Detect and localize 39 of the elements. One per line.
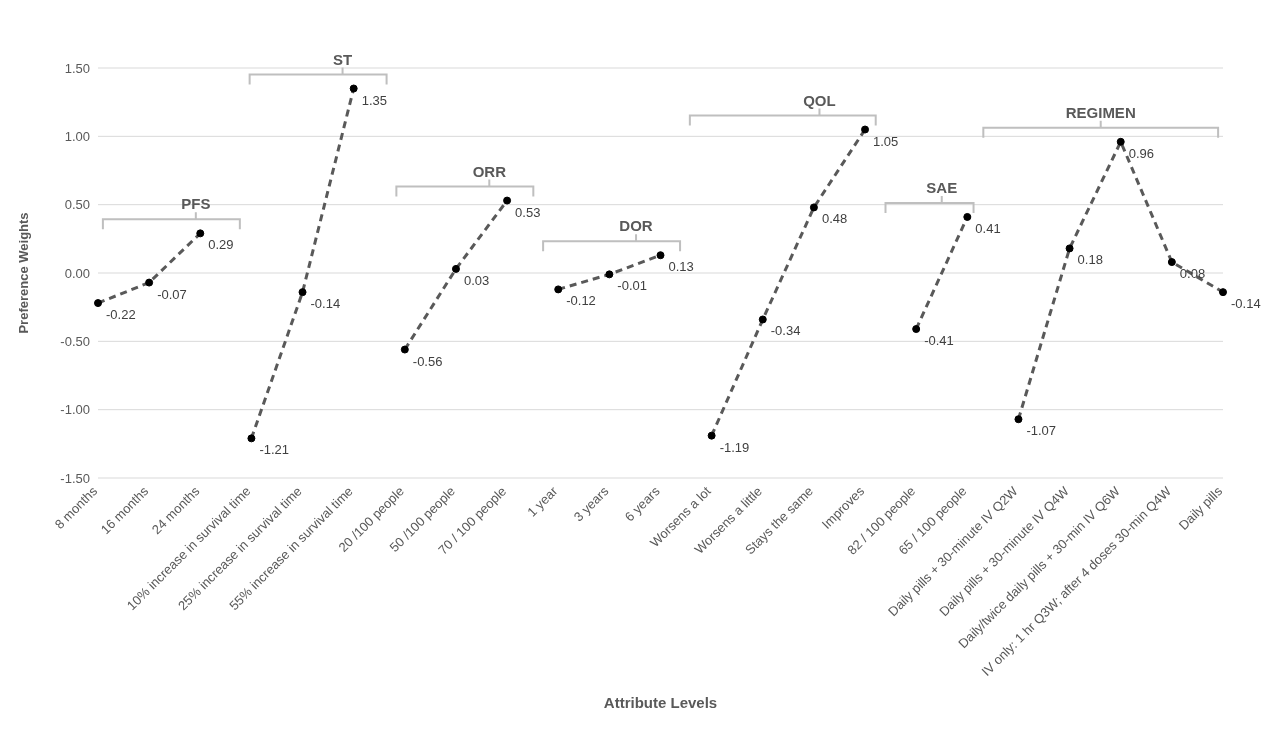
data-label: -1.07 [1026, 423, 1057, 439]
y-tick-label: -1.50 [60, 470, 90, 486]
data-label: 0.13 [668, 259, 694, 275]
data-label: 0.08 [1179, 266, 1206, 282]
data-label: -0.56 [412, 353, 443, 369]
data-label: 1.05 [873, 133, 899, 149]
data-label: -0.14 [1231, 296, 1261, 312]
data-label: -0.22 [106, 307, 136, 323]
series-label: ORR [472, 162, 507, 180]
data-label: -0.12 [566, 293, 596, 309]
series-label: ST [332, 50, 353, 68]
series-label: SAE [926, 178, 958, 196]
data-label: 0.48 [821, 211, 848, 227]
data-label: 0.96 [1128, 145, 1155, 161]
data-label: -0.14 [310, 296, 341, 312]
y-tick-label: 1.50 [64, 60, 90, 76]
x-axis-title: Attribute Levels [603, 694, 718, 711]
data-label: -0.01 [617, 278, 647, 294]
data-label: -1.21 [259, 442, 290, 458]
data-label: 0.03 [463, 272, 490, 288]
y-tick-label: -1.00 [60, 402, 90, 418]
data-label: 0.18 [1077, 252, 1103, 268]
data-label: 0.53 [515, 204, 541, 220]
data-label: 0.29 [208, 237, 234, 253]
data-label: 1.35 [361, 92, 387, 108]
y-axis-title: Preference Weights [15, 212, 31, 334]
series-label: REGIMEN [1065, 103, 1136, 121]
y-tick-label: -0.50 [60, 333, 90, 349]
data-label: -0.41 [924, 333, 954, 349]
y-tick-label: 0.00 [64, 265, 90, 281]
data-label: -1.19 [719, 439, 750, 455]
series-label: DOR [619, 217, 653, 235]
y-tick-label: 1.00 [64, 128, 90, 144]
data-label: -0.07 [157, 286, 187, 302]
data-label: 0.41 [975, 220, 1001, 236]
series-label: PFS [181, 195, 211, 213]
text: QOL [803, 91, 836, 109]
data-label: -0.34 [770, 323, 801, 339]
y-tick-label: 0.50 [64, 197, 90, 213]
